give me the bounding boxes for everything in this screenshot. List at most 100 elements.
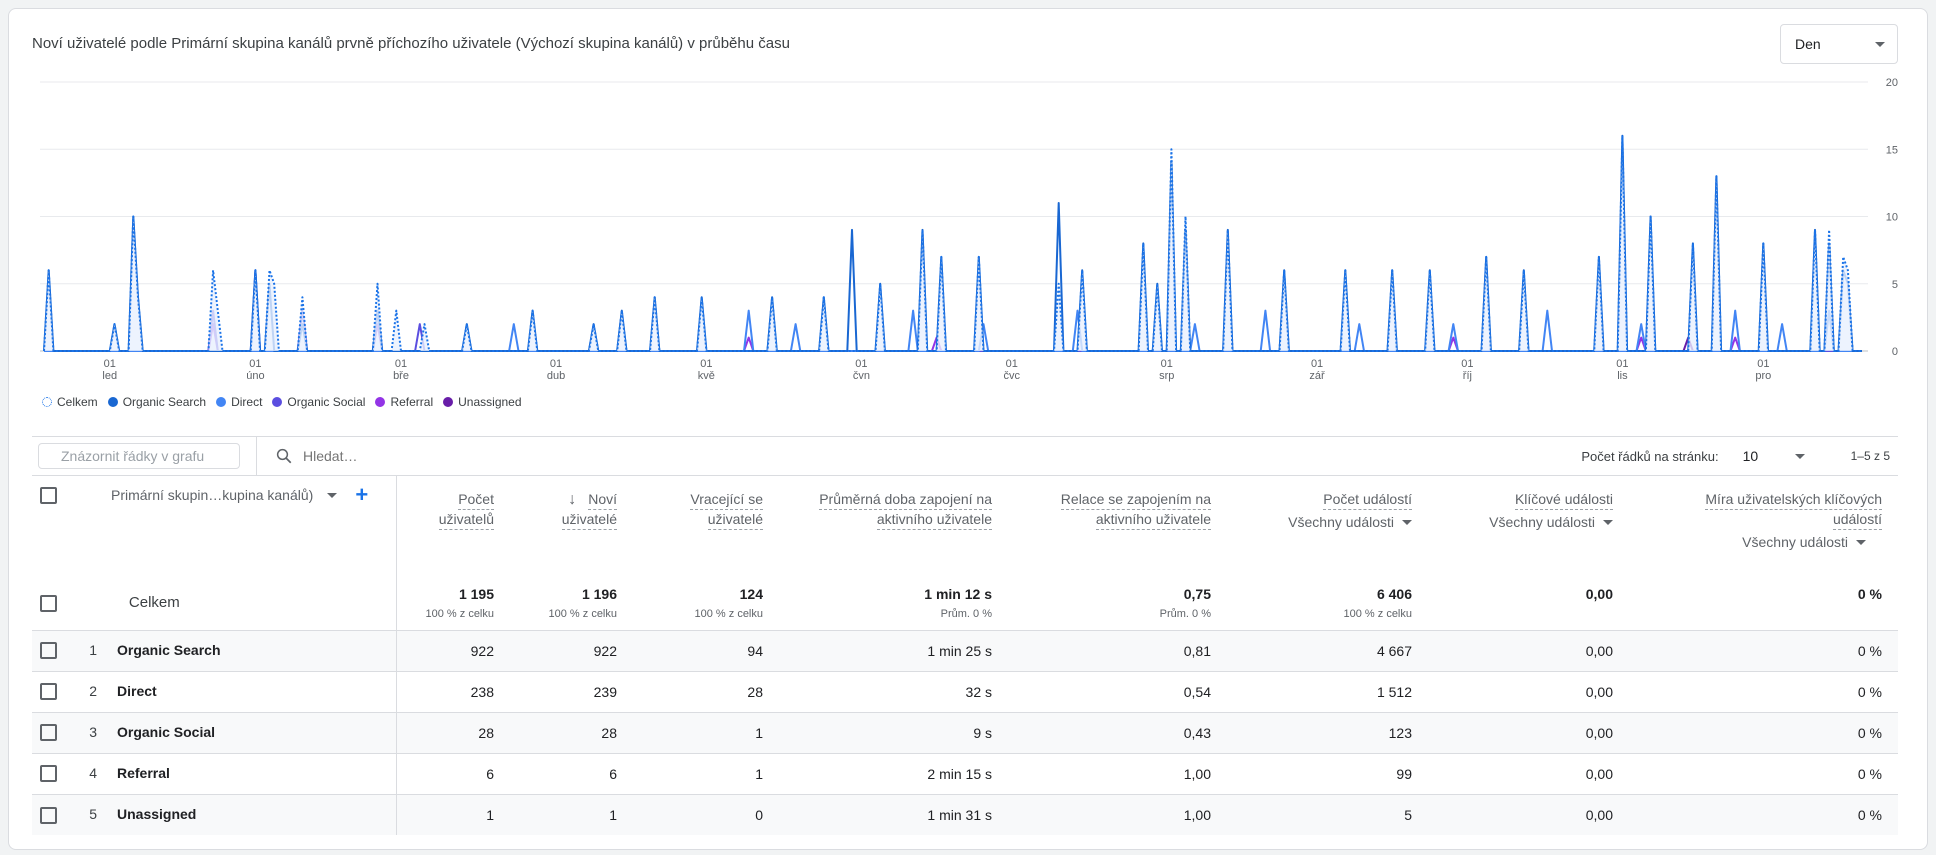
x-tick-month: pro — [1755, 370, 1771, 382]
row-checkbox[interactable] — [40, 765, 57, 783]
period-value: Den — [1795, 36, 1821, 52]
table-cell: 1 512 — [1227, 670, 1428, 712]
col-header-key-event-rate[interactable]: Míra uživatelských klíčových událostí Vš… — [1629, 476, 1898, 576]
table-cell: 6 — [396, 752, 510, 794]
chevron-down-icon — [1402, 519, 1412, 525]
table-cell: 0 — [633, 793, 779, 835]
legend-swatch — [443, 397, 454, 407]
col-header-key-events[interactable]: Klíčové události Všechny události — [1428, 476, 1629, 576]
table-cell: 5 — [1227, 793, 1428, 835]
row-number: 5 — [89, 805, 97, 822]
row-checkbox[interactable] — [40, 806, 57, 824]
rows-per-page-value: 10 — [1742, 448, 1759, 464]
total-row: Celkem 1 195 100 % z celku 1 196 100 % z c… — [32, 576, 1898, 630]
period-selector[interactable]: Den — [1780, 24, 1898, 64]
table-cell: 99 — [1227, 752, 1428, 794]
col-header-label: Relace se zapojením na — [1060, 490, 1211, 510]
col-header-event-count[interactable]: Počet událostí Všechny události — [1227, 476, 1428, 576]
table-cell: 0 % — [1629, 793, 1898, 835]
legend-item[interactable]: Organic Social — [272, 395, 365, 409]
table-cell: 4 667 — [1227, 629, 1428, 671]
col-header-label: Počet událostí — [1323, 490, 1412, 510]
legend-item[interactable]: Organic Search — [107, 395, 207, 409]
rows-per-page-select[interactable]: 10 — [1743, 448, 1805, 464]
total-value: 1 min 12 s — [924, 586, 992, 602]
x-tick-day: 01 — [1616, 358, 1628, 370]
select-all-checkbox[interactable] — [40, 486, 57, 504]
table-cell: 2 min 15 s — [779, 752, 1008, 794]
row-number: 1 — [89, 641, 97, 658]
event-filter[interactable]: Všechny události — [1243, 514, 1412, 530]
total-cell: 124 100 % z celku — [633, 576, 779, 630]
dimension-selector[interactable]: Primární skupin…kupina kanálů) — [111, 487, 314, 503]
event-filter[interactable]: Všechny události — [1444, 514, 1613, 530]
plot-rows-button[interactable]: Znázornit řádky v grafu — [38, 443, 240, 469]
row-checkbox[interactable] — [40, 683, 57, 701]
table-row[interactable]: 5 Unassigned 1 1 0 1 min 31 s 1,00 5 0,00 0 % — [32, 793, 1898, 835]
event-filter-label: Všechny události — [1288, 514, 1394, 530]
col-header-label: Klíčové události — [1514, 490, 1613, 510]
col-header-label: aktivního uživatele — [1095, 510, 1211, 530]
line-chart: 2015105001led01úno01bře01dub01kvě01čvn01… — [40, 77, 1898, 382]
col-header-label: aktivního uživatele — [876, 510, 992, 530]
x-tick-day: 01 — [249, 358, 261, 370]
x-tick-day: 01 — [1757, 358, 1769, 370]
col-header-users[interactable]: Počet uživatelů — [396, 476, 510, 576]
row-checkbox[interactable] — [40, 724, 57, 742]
legend-label: Referral — [390, 395, 434, 409]
table-cell: 1 — [510, 793, 633, 835]
table-cell: 0 % — [1629, 711, 1898, 753]
col-header-engaged-sessions[interactable]: Relace se zapojením na aktivního uživate… — [1008, 476, 1227, 576]
col-header-returning-users[interactable]: Vracející se uživatelé — [633, 476, 779, 576]
x-tick-day: 01 — [395, 358, 407, 370]
legend-label: Organic Search — [122, 395, 207, 409]
x-tick-day: 01 — [855, 358, 867, 370]
legend-label: Organic Social — [287, 395, 366, 409]
table-cell: 32 s — [779, 670, 1008, 712]
table-header-row: Primární skupin…kupina kanálů) + Počet u… — [32, 476, 1898, 576]
table-row[interactable]: 1 Organic Search 922 922 94 1 min 25 s 0,81 4 6… — [32, 629, 1898, 671]
row-checkbox[interactable] — [40, 642, 57, 660]
total-value: 1 196 — [581, 586, 617, 602]
rows-per-page: Počet řádků na stránku: 10 — [1581, 448, 1805, 464]
x-tick-day: 01 — [550, 358, 562, 370]
total-cell: 0,00 — [1428, 576, 1629, 630]
add-dimension-icon[interactable]: + — [355, 482, 369, 507]
row-name: Organic Search — [117, 641, 221, 658]
legend-swatch — [375, 397, 386, 407]
sort-down-icon: ↓ — [568, 491, 577, 508]
col-header-avg-engagement[interactable]: Průměrná doba zapojení na aktivního uživ… — [779, 476, 1008, 576]
total-sub: Prům. 0 % — [1159, 608, 1211, 620]
col-header-new-users[interactable]: ↓ Noví uživatelé — [510, 476, 633, 576]
y-tick-label: 10 — [1886, 212, 1898, 224]
table-row[interactable]: 3 Organic Social 28 28 1 9 s 0,43 123 0,00 0 % — [32, 711, 1898, 753]
event-filter[interactable]: Všechny události — [1645, 534, 1866, 550]
search-input[interactable] — [303, 448, 703, 464]
x-tick-month: lis — [1617, 370, 1628, 382]
total-label: Celkem — [128, 593, 180, 611]
total-sub: 100 % z celku — [1343, 608, 1412, 620]
chevron-down-icon — [1856, 539, 1866, 545]
table-row[interactable]: 4 Referral 6 6 1 2 min 15 s 1,00 99 0,00 0 % — [32, 752, 1898, 794]
row-number: 2 — [89, 682, 97, 699]
y-tick-label: 0 — [1892, 346, 1898, 358]
total-row-checkbox[interactable] — [40, 594, 57, 612]
table-row[interactable]: 2 Direct 238 239 28 32 s 0,54 1 512 0,00 0 % — [32, 670, 1898, 712]
total-value: 124 — [739, 586, 763, 602]
table-cell: 0,43 — [1008, 711, 1227, 753]
chevron-down-icon[interactable] — [327, 492, 338, 498]
x-tick-month: čvn — [853, 370, 870, 382]
table-cell: 28 — [396, 711, 510, 753]
total-label-cell: Celkem — [32, 576, 397, 630]
legend-item[interactable]: Direct — [216, 395, 262, 409]
legend-item[interactable]: Unassigned — [443, 395, 522, 409]
x-tick-day: 01 — [104, 358, 116, 370]
row-number: 4 — [89, 764, 97, 781]
total-sub: 100 % z celku — [548, 608, 617, 620]
chart-legend: Celkem Organic Search Direct Organic Social… — [42, 395, 522, 409]
legend-item[interactable]: Referral — [375, 395, 433, 409]
table-cell: 28 — [510, 711, 633, 753]
row-label-cell: 2 Direct — [32, 670, 397, 712]
legend-item[interactable]: Celkem — [42, 395, 98, 409]
legend-label: Unassigned — [458, 395, 522, 409]
